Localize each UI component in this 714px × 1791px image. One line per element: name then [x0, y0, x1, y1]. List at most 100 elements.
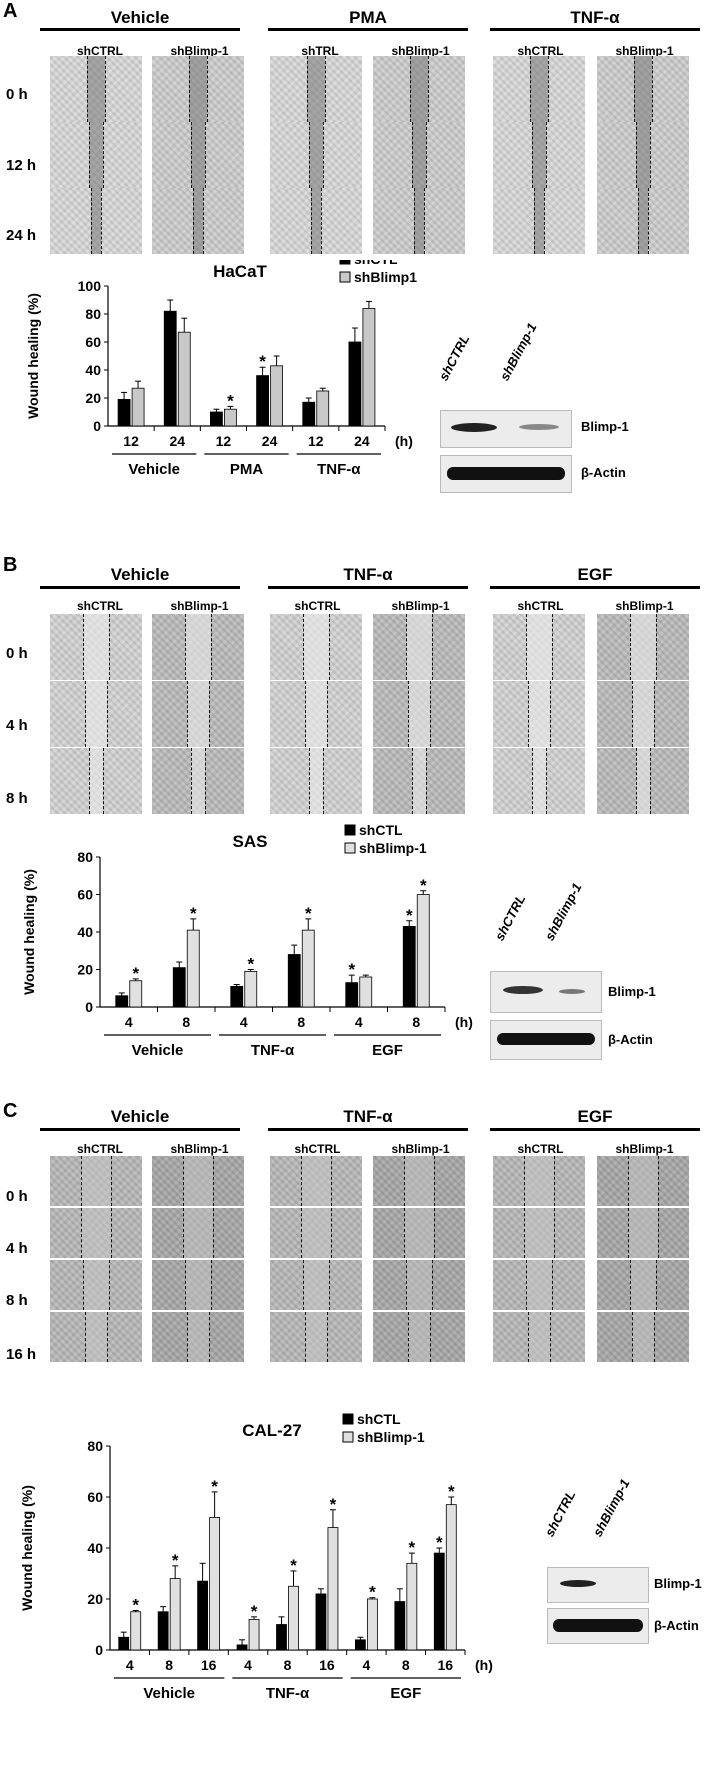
y-tick-label: 0	[85, 999, 93, 1015]
wound-edge-line	[414, 188, 415, 254]
wound-gap	[187, 1312, 209, 1362]
x-unit-label: (h)	[395, 433, 413, 449]
column-label: shBlimp-1	[170, 599, 229, 613]
significance-marker: *	[132, 1595, 139, 1614]
x-tick-label: 8	[402, 1657, 410, 1673]
wound-edge-line	[532, 122, 533, 188]
wound-gap	[636, 122, 650, 188]
y-tick-label: 20	[87, 1591, 103, 1607]
column-label: shCTRL	[77, 599, 123, 613]
y-tick-label: 0	[93, 418, 101, 434]
bar	[209, 1517, 221, 1651]
micrograph-image	[597, 188, 689, 254]
time-label: 8 h	[6, 1292, 28, 1309]
wound-edge-line	[105, 56, 106, 122]
wound-edge-line	[632, 681, 633, 747]
wound-edge-line	[552, 614, 553, 680]
bar	[316, 390, 330, 427]
wound-gap	[410, 56, 428, 122]
micrograph-image	[493, 748, 585, 814]
y-tick-label: 80	[87, 1438, 103, 1454]
wound-edge-line	[412, 122, 413, 188]
group-line	[40, 586, 240, 589]
blot-blimp-1	[440, 410, 572, 448]
significance-marker: *	[305, 904, 312, 923]
x-tick-label: 12	[123, 433, 139, 449]
wound-edge-line	[207, 56, 208, 122]
band	[560, 1580, 596, 1587]
wound-edge-line	[426, 122, 427, 188]
wound-gap	[526, 1260, 552, 1310]
wound-edge-line	[412, 748, 413, 814]
micrograph-image	[493, 1260, 585, 1310]
micrograph-image	[50, 1208, 142, 1258]
group-line	[268, 586, 468, 589]
wound-gap	[412, 748, 426, 814]
legend-label: shCTL	[354, 260, 398, 267]
wound-edge-line	[311, 188, 312, 254]
group-title: Vehicle	[110, 1107, 170, 1126]
significance-marker: *	[369, 1583, 376, 1602]
legend-label: shBlimp-1	[357, 1429, 425, 1445]
micrograph-image	[50, 1156, 142, 1206]
wound-gap	[532, 748, 546, 814]
wound-edge-line	[434, 1208, 435, 1258]
x-tick-label: 8	[297, 1014, 305, 1030]
micrograph-image	[373, 1312, 465, 1362]
wound-edge-line	[634, 56, 635, 122]
wound-edge-line	[526, 1260, 527, 1310]
significance-marker: *	[406, 906, 413, 925]
chart-title: HaCaT	[213, 262, 267, 281]
wound-edge-line	[410, 56, 411, 122]
x-group-label: Vehicle	[132, 1042, 184, 1059]
wound-edge-line	[532, 748, 533, 814]
micrograph-image	[152, 188, 244, 254]
x-tick-label: 16	[319, 1657, 335, 1673]
wound-edge-line	[89, 122, 90, 188]
wound-gap	[309, 122, 323, 188]
group-title: Vehicle	[110, 8, 170, 27]
micrograph-image	[373, 614, 465, 680]
wound-gap	[83, 614, 109, 680]
column-label: shCTRL	[517, 44, 564, 58]
panel-b: B Vehicle TNF-α EGF shCTRL shBlimp-1 shC…	[0, 548, 714, 1068]
wound-edge-line	[309, 122, 310, 188]
column-label: shBlimp-1	[615, 599, 674, 613]
wound-edge-line	[81, 1208, 82, 1258]
micrograph-image	[152, 614, 244, 680]
bar	[117, 398, 131, 427]
micrograph-image	[270, 1260, 362, 1310]
column-label: shBlimp-1	[391, 599, 450, 613]
wound-edge-line	[430, 681, 431, 747]
significance-marker: *	[251, 1602, 258, 1621]
band	[497, 1033, 595, 1045]
wound-edge-line	[628, 1208, 629, 1258]
column-label: shBlimp-1	[615, 1142, 674, 1156]
wound-gap	[191, 748, 205, 814]
micrograph-image	[270, 122, 362, 188]
wound-gap	[191, 122, 205, 188]
x-unit-label: (h)	[475, 1657, 493, 1673]
bar	[301, 929, 315, 1008]
wound-gap	[636, 748, 650, 814]
y-tick-label: 20	[77, 962, 93, 978]
western-blot: shCTRL shBlimp-1 Blimp-1 β-Actin	[535, 1476, 710, 1660]
x-group-label: EGF	[390, 1685, 421, 1702]
bar	[236, 1644, 248, 1651]
wound-edge-line	[406, 1260, 407, 1310]
wound-edge-line	[526, 614, 527, 680]
blot-beta-actin	[490, 1020, 602, 1060]
wound-edge-line	[534, 188, 535, 254]
group-line	[490, 1128, 700, 1131]
wound-edge-line	[652, 56, 653, 122]
bar	[224, 408, 237, 427]
x-tick-label: 24	[262, 433, 278, 449]
significance-marker: *	[172, 1551, 179, 1570]
legend-swatch	[342, 1431, 354, 1443]
y-axis-label: Wound healing (%)	[25, 293, 41, 419]
significance-marker: *	[348, 960, 355, 979]
blot-protein-label: Blimp-1	[654, 1576, 702, 1591]
band	[451, 423, 497, 432]
micrograph-image	[152, 748, 244, 814]
band	[447, 467, 565, 480]
